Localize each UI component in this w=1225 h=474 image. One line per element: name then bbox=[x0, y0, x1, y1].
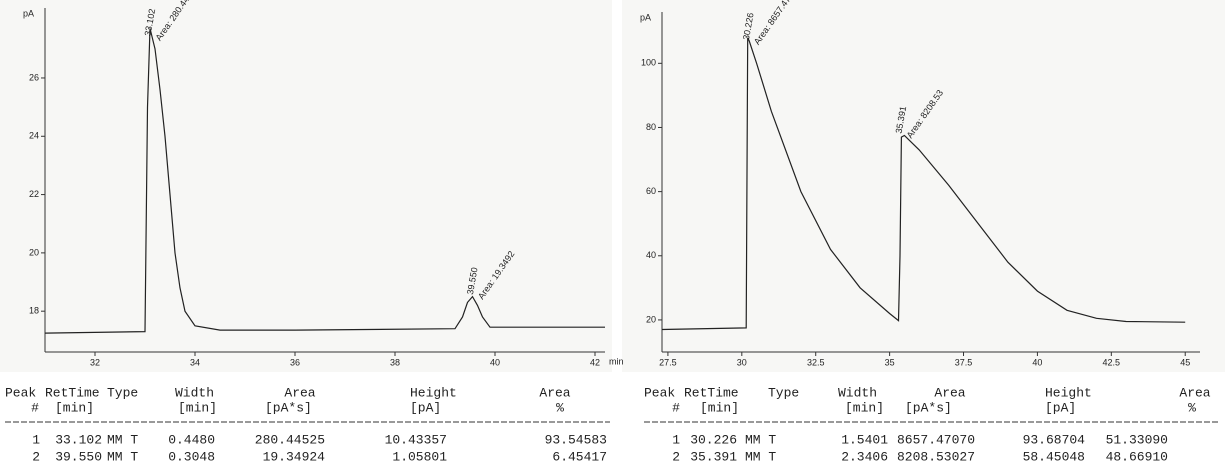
table-cell: 1.05801 bbox=[392, 449, 447, 464]
column-unit: % bbox=[556, 400, 564, 415]
y-tick-label: 20 bbox=[646, 314, 656, 324]
x-tick-label: 35 bbox=[885, 357, 895, 367]
column-header: Type bbox=[768, 385, 799, 400]
table-cell: 6.45417 bbox=[552, 449, 607, 464]
table-cell: 280.44525 bbox=[255, 432, 325, 447]
column-unit: [pA*s] bbox=[905, 400, 952, 415]
y-tick-label: 22 bbox=[29, 189, 39, 199]
table-cell: MM T bbox=[745, 449, 776, 464]
column-unit: [min] bbox=[178, 400, 217, 415]
y-tick-label: 40 bbox=[646, 250, 656, 260]
column-unit: % bbox=[1188, 400, 1196, 415]
column-header: Area bbox=[1179, 385, 1210, 400]
y-tick-label: 26 bbox=[29, 72, 39, 82]
x-tick-label: 32.5 bbox=[807, 357, 825, 367]
column-unit: [pA*s] bbox=[265, 400, 312, 415]
column-header: Area bbox=[539, 385, 570, 400]
table-cell: 0.4480 bbox=[168, 432, 215, 447]
y-tick-label: 24 bbox=[29, 131, 39, 141]
y-tick-label: 60 bbox=[646, 186, 656, 196]
table-cell: 1 bbox=[672, 432, 680, 447]
column-header: Peak bbox=[644, 385, 675, 400]
table-cell: 2.3406 bbox=[841, 449, 888, 464]
x-tick-label: 45 bbox=[1180, 357, 1190, 367]
x-tick-label: 42 bbox=[590, 357, 600, 367]
x-tick-label: 30 bbox=[737, 357, 747, 367]
table-cell: 35.391 bbox=[690, 449, 737, 464]
column-unit: # bbox=[31, 400, 39, 415]
table-cell: MM T bbox=[107, 432, 138, 447]
table-cell: 8208.53027 bbox=[897, 449, 975, 464]
table-cell: 39.550 bbox=[55, 449, 102, 464]
peak-time: 35.391 bbox=[894, 105, 909, 134]
table-cell: 1 bbox=[32, 432, 40, 447]
table-cell: 93.68704 bbox=[1023, 432, 1086, 447]
peak-time: 33.102 bbox=[143, 8, 158, 37]
column-unit: [pA] bbox=[410, 400, 441, 415]
y-unit: pA bbox=[640, 12, 651, 22]
table-cell: 30.226 bbox=[690, 432, 737, 447]
table-cell: 2 bbox=[672, 449, 680, 464]
y-tick-label: 100 bbox=[641, 58, 656, 68]
table-cell: 10.43357 bbox=[385, 432, 447, 447]
x-tick-label: 34 bbox=[190, 357, 200, 367]
table-cell: 19.34924 bbox=[263, 449, 326, 464]
table-cell: 48.66910 bbox=[1106, 449, 1168, 464]
column-unit: [min] bbox=[700, 400, 739, 415]
table-cell: MM T bbox=[745, 432, 776, 447]
x-tick-label: 27.5 bbox=[659, 357, 677, 367]
column-unit: # bbox=[672, 400, 680, 415]
column-header: Area bbox=[284, 385, 315, 400]
column-header: Type bbox=[107, 385, 138, 400]
column-header: RetTime bbox=[45, 385, 100, 400]
peak-time: 39.550 bbox=[465, 267, 480, 296]
table-cell: 58.45048 bbox=[1023, 449, 1085, 464]
x-unit: min bbox=[609, 356, 624, 366]
y-tick-label: 20 bbox=[29, 247, 39, 257]
table-cell: 0.3048 bbox=[168, 449, 215, 464]
x-tick-label: 32 bbox=[90, 357, 100, 367]
table-cell: 2 bbox=[32, 449, 40, 464]
table-cell: 93.54583 bbox=[545, 432, 607, 447]
panel-right bbox=[622, 0, 1225, 372]
column-header: RetTime bbox=[684, 385, 739, 400]
column-header: Area bbox=[934, 385, 965, 400]
x-tick-label: 36 bbox=[290, 357, 300, 367]
column-unit: [min] bbox=[55, 400, 94, 415]
panel-left bbox=[0, 0, 612, 372]
column-unit: [min] bbox=[845, 400, 884, 415]
trace bbox=[44, 28, 605, 334]
column-header: Height bbox=[410, 385, 457, 400]
table-cell: 1.5401 bbox=[841, 432, 888, 447]
x-tick-label: 40 bbox=[490, 357, 500, 367]
x-tick-label: 38 bbox=[390, 357, 400, 367]
y-unit: pA bbox=[23, 8, 34, 18]
x-tick-label: 37.5 bbox=[955, 357, 973, 367]
column-header: Peak bbox=[5, 385, 36, 400]
column-header: Height bbox=[1045, 385, 1092, 400]
x-tick-label: 42.5 bbox=[1103, 357, 1121, 367]
peak-time: 30.226 bbox=[741, 12, 756, 41]
trace bbox=[661, 37, 1186, 331]
table-cell: MM T bbox=[107, 449, 138, 464]
y-tick-label: 80 bbox=[646, 122, 656, 132]
y-tick-label: 18 bbox=[29, 306, 39, 316]
table-cell: 51.33090 bbox=[1106, 432, 1168, 447]
table-cell: 8657.47070 bbox=[897, 432, 975, 447]
column-header: Width bbox=[838, 385, 877, 400]
column-unit: [pA] bbox=[1045, 400, 1076, 415]
x-tick-label: 40 bbox=[1032, 357, 1042, 367]
table-cell: 33.102 bbox=[55, 432, 102, 447]
column-header: Width bbox=[175, 385, 214, 400]
